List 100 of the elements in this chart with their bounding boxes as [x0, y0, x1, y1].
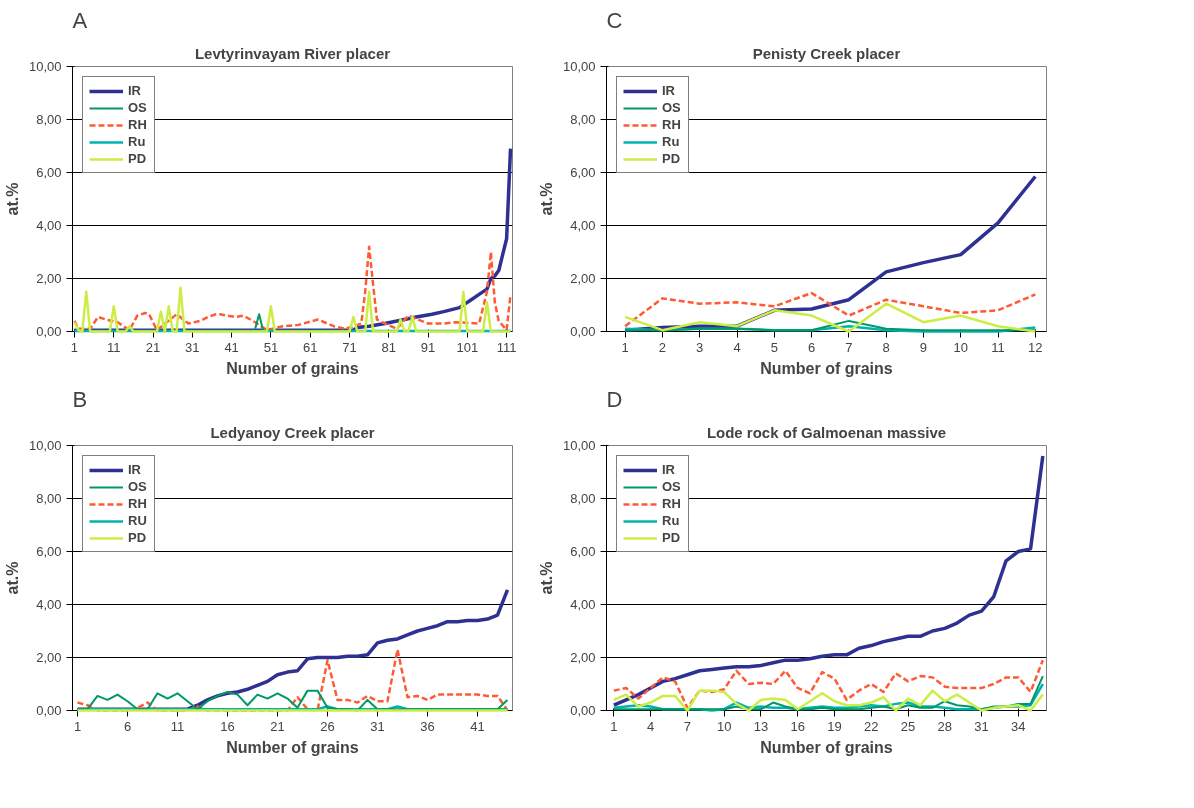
x-tick-label: 11 — [991, 339, 1005, 355]
y-tick-label: 10,00 — [28, 438, 62, 453]
y-tick-label: 8,00 — [36, 112, 62, 127]
x-tick-label: 10 — [953, 339, 968, 355]
legend-label: IR — [128, 462, 142, 477]
x-tick-label: 6 — [123, 718, 132, 734]
x-tick-label: 12 — [1028, 339, 1043, 355]
x-tick-label: 8 — [882, 339, 890, 355]
legend-label: RU — [128, 513, 148, 528]
x-tick-label: 10 — [716, 718, 732, 734]
x-tick-label: 3 — [696, 339, 704, 355]
x-tick-label: 41 — [470, 718, 485, 734]
x-tick-label: 11 — [170, 718, 185, 734]
x-tick-label: 41 — [224, 339, 239, 355]
x-tick-label: 31 — [974, 718, 989, 734]
x-tick-label: 1 — [610, 718, 618, 734]
legend-label: PD — [662, 151, 682, 166]
x-axis-title: Number of grains — [760, 359, 893, 377]
y-tick-label: 2,00 — [570, 271, 596, 286]
y-tick-label: 4,00 — [570, 597, 596, 612]
y-tick-label: 4,00 — [36, 218, 62, 233]
x-tick-label: 26 — [320, 718, 335, 734]
legend-label: RH — [128, 117, 148, 132]
x-tick-label: 28 — [937, 718, 953, 734]
x-tick-label: 4 — [733, 339, 741, 355]
x-tick-label: 5 — [770, 339, 778, 355]
x-tick-label: 19 — [827, 718, 842, 734]
y-tick-label: 8,00 — [570, 491, 596, 506]
text: C — [606, 7, 623, 33]
legend-label: RH — [662, 117, 682, 132]
legend-label: OS — [662, 100, 682, 115]
x-tick-label: 7 — [845, 339, 853, 355]
y-axis-title: at.% — [3, 561, 21, 595]
y-tick-label: 2,00 — [570, 650, 596, 665]
y-tick-label: 4,00 — [36, 597, 62, 612]
y-tick-label: 10,00 — [562, 438, 596, 453]
y-tick-label: 0,00 — [36, 324, 62, 339]
x-tick-label: 101 — [456, 339, 479, 355]
x-tick-label: 1 — [621, 339, 629, 355]
legend-label: Ru — [662, 134, 681, 149]
x-tick-label: 61 — [302, 339, 318, 355]
y-tick-label: 6,00 — [570, 544, 596, 559]
x-tick-label: 22 — [864, 718, 879, 734]
chart-title: Ledyanoy Creek placer — [210, 423, 375, 441]
x-tick-label: 6 — [807, 339, 816, 355]
y-tick-label: 0,00 — [36, 703, 62, 718]
x-tick-label: 11 — [107, 339, 121, 355]
legend-label: IR — [662, 83, 676, 98]
y-tick-label: 10,00 — [28, 59, 62, 74]
y-tick-label: 6,00 — [36, 544, 62, 559]
x-tick-label: 81 — [381, 339, 396, 355]
x-tick-label: 111 — [496, 339, 517, 355]
x-axis-title: Number of grains — [760, 738, 893, 756]
y-tick-label: 6,00 — [36, 165, 62, 180]
x-tick-label: 13 — [753, 718, 769, 734]
x-tick-label: 25 — [900, 718, 916, 734]
x-tick-label: 71 — [342, 339, 357, 355]
legend-label: PD — [662, 530, 682, 545]
legend-label: RH — [662, 496, 682, 511]
legend-label: OS — [128, 100, 148, 115]
x-tick-label: 91 — [420, 339, 436, 355]
x-tick-label: 31 — [370, 718, 385, 734]
text: B — [72, 386, 88, 412]
legend-label: Ru — [662, 513, 681, 528]
legend-label: PD — [128, 530, 148, 545]
y-axis-title: at.% — [3, 182, 21, 216]
y-axis-title: at.% — [537, 182, 555, 216]
x-tick-label: 1 — [70, 339, 79, 355]
text: D — [606, 386, 623, 412]
x-tick-label: 34 — [1011, 718, 1026, 734]
y-tick-label: 0,00 — [570, 703, 596, 718]
x-tick-label: 16 — [220, 718, 235, 734]
y-tick-label: 2,00 — [36, 650, 62, 665]
x-tick-label: 2 — [658, 339, 667, 355]
legend-label: IR — [128, 83, 142, 98]
legend-label: OS — [128, 479, 148, 494]
chart-title: Levtyrinvayam River placer — [194, 44, 391, 62]
x-tick-label: 51 — [263, 339, 279, 355]
legend-label: IR — [662, 462, 676, 477]
x-tick-label: 21 — [270, 718, 285, 734]
y-tick-label: 8,00 — [36, 491, 62, 506]
y-tick-label: 0,00 — [570, 324, 596, 339]
legend-label: Ru — [128, 134, 147, 149]
x-axis-title: Number of grains — [226, 738, 359, 756]
y-axis-title: at.% — [537, 561, 555, 595]
x-tick-label: 9 — [919, 339, 928, 355]
y-tick-label: 2,00 — [36, 271, 62, 286]
legend-label: PD — [128, 151, 148, 166]
legend-label: RH — [128, 496, 148, 511]
x-tick-label: 7 — [683, 718, 692, 734]
x-tick-label: 16 — [790, 718, 805, 734]
y-tick-label: 4,00 — [570, 218, 596, 233]
chart-title: Lode rock of Galmoenan massive — [706, 423, 947, 441]
chart-title: Penisty Creek placer — [752, 44, 901, 62]
y-tick-label: 6,00 — [570, 165, 596, 180]
y-tick-label: 8,00 — [570, 112, 596, 127]
x-tick-label: 21 — [145, 339, 161, 355]
text: A — [72, 7, 88, 33]
x-axis-title: Number of grains — [226, 359, 359, 377]
x-tick-label: 1 — [73, 718, 82, 734]
